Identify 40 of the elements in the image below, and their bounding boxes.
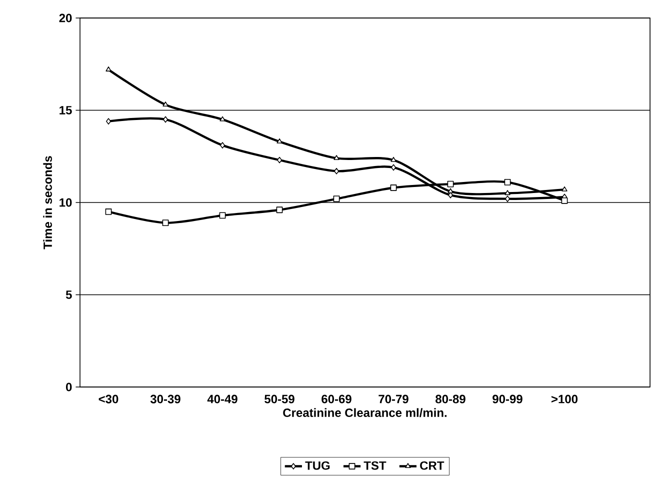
point [220,142,226,149]
x-tick-label: 80-89 [436,394,466,404]
x-tick-label: 70-79 [378,394,408,404]
point [105,208,112,215]
point [277,156,282,164]
point [561,197,568,204]
point [390,184,397,191]
point [504,190,510,196]
y-tick-label: 10 [60,198,72,207]
legend-label: TUG [305,461,330,470]
point [276,206,283,214]
point [505,196,510,202]
point [163,116,168,123]
point [334,168,340,174]
point [219,212,226,219]
legend-label: CRT [420,461,444,470]
point [391,164,396,171]
x-axis-title: Creatinine Clearance ml/min. [283,408,447,418]
y-tick-label: 15 [60,106,72,114]
y-tick-label: 20 [59,14,72,22]
point [220,116,226,122]
point [106,118,111,125]
x-tick-label: >100 [552,394,578,404]
point [334,155,340,160]
point [106,66,112,72]
legend-label: TST [364,461,386,470]
x-tick-label: 60-69 [322,394,352,404]
y-axis-title: Time in seconds [43,156,52,250]
point [504,179,511,186]
point [562,186,568,192]
point [448,188,454,194]
y-tick-label: 5 [66,290,72,299]
x-tick-label: 50-59 [264,394,294,404]
x-tick-label: 30-39 [150,394,180,404]
x-tick-label: 90-99 [492,394,522,404]
x-tick-label: <30 [98,394,118,404]
point [162,220,169,226]
x-tick-label: 40-49 [207,394,238,404]
y-tick-label: 0 [66,382,72,392]
point [333,196,340,202]
